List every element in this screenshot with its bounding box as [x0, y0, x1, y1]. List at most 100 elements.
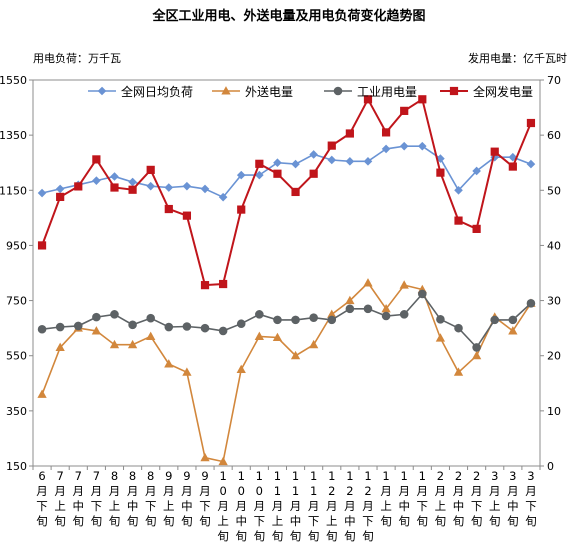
left-axis-tick-label: 950 [6, 239, 27, 252]
data-point [219, 279, 228, 289]
data-point [327, 141, 336, 150]
left-axis-tick-label: 350 [6, 405, 27, 418]
legend-label: 工业用电量 [357, 85, 417, 99]
data-point [110, 310, 119, 319]
data-point [273, 158, 282, 168]
data-point [272, 332, 283, 342]
series-3 [37, 289, 536, 352]
data-point [381, 144, 391, 154]
legend-label: 全网日均负荷 [121, 84, 193, 99]
data-point [200, 323, 210, 333]
x-axis-tick-label: 7 月下旬 [91, 469, 103, 528]
data-point [363, 157, 373, 166]
data-point [381, 311, 391, 321]
data-point [472, 343, 481, 352]
x-axis-tick-label: 1 0 月中旬 [235, 469, 247, 543]
data-point [146, 165, 155, 174]
legend-label: 外送电量 [245, 84, 293, 99]
data-point [363, 278, 373, 287]
right-axis-tick-label: 50 [547, 184, 561, 197]
data-point [182, 322, 192, 331]
data-point [454, 185, 463, 195]
data-point [490, 147, 499, 156]
data-point [417, 141, 427, 151]
data-point [309, 150, 318, 159]
data-point [92, 312, 101, 322]
data-point [345, 157, 355, 166]
data-point [399, 141, 409, 151]
data-point [37, 188, 47, 198]
left-axis-tick-label: 1350 [0, 129, 27, 142]
x-axis-tick-label: 2 月中旬 [453, 469, 465, 528]
data-point [290, 350, 301, 360]
data-point [37, 389, 47, 398]
data-point [182, 367, 192, 376]
legend: 全网日均负荷 外送电量 工业用电量 全网发电量 [88, 84, 533, 99]
data-point [490, 315, 500, 325]
x-axis-tick-label: 1 0 月上旬 [217, 469, 229, 543]
data-point [508, 162, 517, 171]
series-line [42, 292, 532, 349]
data-point [254, 331, 264, 340]
data-point [454, 216, 463, 225]
data-point [128, 320, 137, 330]
x-axis-tick-label: 9 月下旬 [199, 469, 211, 528]
series-line [41, 145, 532, 199]
right-axis-tick-label: 10 [547, 405, 561, 418]
data-point [309, 169, 318, 178]
data-point [110, 183, 119, 192]
data-point [454, 323, 463, 333]
data-point [73, 321, 83, 331]
data-point [92, 155, 101, 164]
x-axis-tick-label: 9 月上旬 [163, 469, 175, 528]
right-axis-tick-label: 70 [547, 74, 561, 87]
data-point [436, 315, 445, 324]
x-axis-tick-label: 3 月中旬 [507, 469, 519, 528]
data-point [399, 280, 409, 289]
data-point [236, 170, 246, 180]
data-point [164, 322, 174, 332]
data-point [200, 281, 210, 290]
chart-title: 全区工业用电、外送电量及用电负荷变化趋势图 [151, 8, 425, 24]
data-point [182, 181, 192, 191]
data-point [273, 315, 282, 325]
data-point [109, 339, 120, 349]
data-point [97, 86, 107, 96]
data-point [291, 315, 300, 325]
data-point [508, 315, 518, 325]
x-axis-tick-label: 1 1 月中旬 [290, 469, 302, 543]
data-point [164, 359, 174, 368]
data-point [91, 326, 102, 335]
x-axis-tick-label: 2 月上旬 [435, 469, 447, 528]
data-point [363, 304, 373, 314]
data-point [55, 322, 65, 332]
data-point [164, 183, 174, 192]
legend-item: 外送电量 [212, 84, 293, 99]
legend-item: 全网发电量 [440, 84, 533, 99]
plot-area: 150 350 550 750 950 1150 1350 1550 0 10 20 30 40 50 60… [0, 74, 561, 543]
data-point [526, 299, 536, 308]
x-axis-tick-label: 1 月下旬 [417, 469, 429, 528]
data-point [508, 152, 518, 162]
data-point [56, 192, 65, 202]
data-point [508, 326, 518, 335]
right-axis-tick-label: 0 [547, 460, 554, 473]
data-point [363, 95, 373, 104]
data-point [436, 154, 445, 163]
data-point [333, 86, 343, 96]
data-point [381, 128, 391, 137]
legend-item: 全网日均负荷 [88, 84, 193, 99]
right-axis-tick-label: 30 [547, 295, 561, 308]
series-4 [37, 95, 536, 290]
x-axis-tick-label: 8 月下旬 [145, 469, 157, 528]
right-axis-tick-label: 60 [547, 129, 561, 142]
x-axis-tick-label: 3 月下旬 [525, 469, 537, 528]
series-line [41, 281, 532, 463]
data-point [127, 339, 138, 349]
x-axis-tick-label: 9 月中旬 [181, 469, 193, 528]
x-axis-tick-label: 1 月中旬 [398, 469, 410, 528]
data-point [472, 166, 481, 176]
data-point [218, 326, 228, 336]
x-axis-tick-label: 1 0 月下旬 [254, 469, 266, 543]
